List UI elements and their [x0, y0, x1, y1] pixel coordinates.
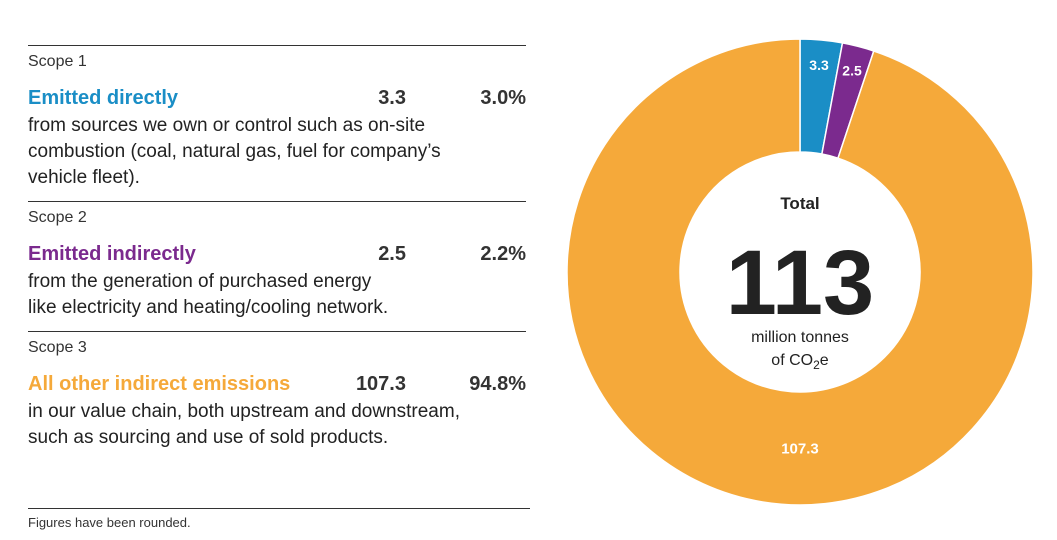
scope-description: in our value chain, both upstream and do…	[28, 401, 460, 448]
donut-chart: 3.3 2.5 107.3 Total 113 million tonnes of …	[566, 38, 1034, 506]
scope-title: Emitted indirectly	[28, 243, 196, 265]
scope-label: Scope 3	[28, 339, 87, 356]
scope-value: 3.3	[378, 87, 406, 109]
unit-subscript: 2	[813, 358, 820, 372]
footnote-area: Figures have been rounded.	[28, 508, 530, 530]
scope-2-block: Scope 2 Emitted indirectly 2.5 2.2% from…	[28, 201, 526, 321]
scope-value: 2.5	[378, 243, 406, 265]
scope-headline: Emitted indirectly 2.5 2.2%	[28, 242, 526, 266]
scope-percent: 94.8%	[469, 373, 526, 395]
donut-slice-labels: 3.3 2.5 107.3	[781, 57, 862, 458]
scope-title: Emitted directly	[28, 87, 179, 109]
footnote: Figures have been rounded.	[28, 515, 191, 530]
slice-label-scope-2: 2.5	[842, 63, 862, 79]
slice-label-scope-1: 3.3	[809, 57, 829, 73]
unit-suffix: e	[820, 352, 829, 369]
center-unit-line2: of CO2e	[771, 352, 828, 372]
scope-percent: 3.0%	[480, 87, 526, 109]
unit-prefix: of CO	[771, 352, 813, 369]
scope-label: Scope 2	[28, 209, 87, 226]
scope-3-block: Scope 3 All other indirect emissions 107…	[28, 331, 526, 451]
scope-1-block: Scope 1 Emitted directly 3.3 3.0% from s…	[28, 45, 526, 191]
center-unit-line1: million tonnes	[751, 329, 849, 346]
scope-label: Scope 1	[28, 53, 87, 70]
scope-headline: Emitted directly 3.3 3.0%	[28, 86, 526, 110]
scope-title: All other indirect emissions	[28, 373, 291, 395]
center-total: 113	[726, 232, 874, 334]
scope-list: Scope 1 Emitted directly 3.3 3.0% from s…	[28, 45, 526, 451]
donut-slices	[566, 38, 1034, 506]
scope-value: 107.3	[355, 373, 406, 395]
donut-slice-scope-3	[566, 38, 1034, 506]
scope-percent: 2.2%	[480, 243, 526, 265]
scope-description: from the generation of purchased energy …	[28, 271, 389, 318]
slice-label-scope-3: 107.3	[781, 441, 819, 458]
center-title: Total	[780, 194, 819, 213]
scope-description: from sources we own or control such as o…	[28, 115, 441, 188]
scope-headline: All other indirect emissions 107.3 94.8%	[28, 372, 526, 396]
